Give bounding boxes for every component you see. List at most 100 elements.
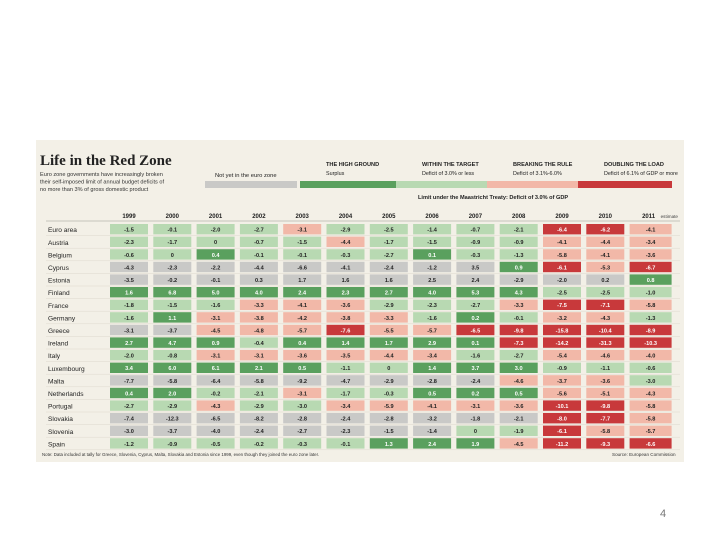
cell-value: -2.5 xyxy=(600,291,610,297)
table-cell xyxy=(239,249,278,260)
cell-value: 1.6 xyxy=(342,278,350,284)
cell-value: -5.1 xyxy=(600,391,610,397)
cell-value: -2.5 xyxy=(557,291,567,297)
table-cell xyxy=(369,274,408,285)
row-label: Estonia xyxy=(48,278,70,285)
row-label: Austria xyxy=(48,240,69,247)
table-cell xyxy=(456,274,495,285)
table-cell xyxy=(413,299,452,310)
table-cell xyxy=(629,375,672,386)
cell-value: -3.5 xyxy=(124,278,134,284)
table-cell xyxy=(413,350,452,361)
column-header: 2001 xyxy=(209,214,223,220)
table-cell xyxy=(543,350,581,361)
cell-value: -2.7 xyxy=(471,303,481,309)
table-cell xyxy=(369,375,408,386)
table-cell xyxy=(196,249,235,260)
table-cell xyxy=(499,324,538,336)
table-cell xyxy=(110,261,148,273)
cell-value: -0.9 xyxy=(514,240,524,246)
cell-value: -2.4 xyxy=(471,379,482,385)
table-cell xyxy=(110,299,148,310)
table-cell xyxy=(456,324,495,336)
row-label: Malta xyxy=(48,378,64,385)
cell-value: 0.8 xyxy=(647,278,655,284)
table-cell xyxy=(283,387,322,399)
cell-value: -3.7 xyxy=(167,328,177,334)
cell-value: 0.1 xyxy=(472,341,480,347)
cell-value: -5.5 xyxy=(384,328,394,334)
cell-value: 0.5 xyxy=(298,366,306,372)
cell-value: -9.3 xyxy=(600,442,610,448)
cell-value: 0.4 xyxy=(212,253,221,259)
cell-value: -3.3 xyxy=(254,303,264,309)
table-cell xyxy=(110,236,148,247)
table-cell xyxy=(456,261,495,273)
table-cell xyxy=(110,350,148,361)
table-cell xyxy=(110,362,148,373)
row-label: Netherlands xyxy=(48,391,84,398)
table-cell xyxy=(629,249,672,260)
table-cell xyxy=(196,224,235,235)
table-cell xyxy=(499,312,538,323)
cell-value: 0 xyxy=(474,429,477,435)
cell-value: -7.5 xyxy=(557,303,567,309)
cell-value: -5.9 xyxy=(384,404,394,410)
cell-value: 1.7 xyxy=(298,278,306,284)
cell-value: -1.6 xyxy=(124,316,134,322)
cell-value: -2.7 xyxy=(254,228,264,234)
cell-value: 0.1 xyxy=(428,253,436,259)
cell-value: -3.6 xyxy=(646,253,656,259)
table-cell xyxy=(283,413,322,424)
cell-value: -1.6 xyxy=(427,316,437,322)
table-cell xyxy=(326,362,365,373)
table-cell xyxy=(629,312,672,323)
cell-value: -4.3 xyxy=(600,316,610,322)
table-cell xyxy=(153,438,192,449)
table-cell xyxy=(543,425,581,436)
cell-value: -4.2 xyxy=(297,316,307,322)
table-cell xyxy=(153,350,192,361)
cell-value: -3.1 xyxy=(211,316,221,322)
table-cell xyxy=(456,400,495,411)
table-cell xyxy=(369,299,408,310)
cell-value: -0.2 xyxy=(211,391,221,397)
table-cell xyxy=(283,274,322,285)
cell-value: -0.6 xyxy=(646,366,656,372)
cell-value: -2.0 xyxy=(211,228,221,234)
cell-value: -12.3 xyxy=(166,417,179,423)
cell-value: -1.6 xyxy=(211,303,221,309)
table-cell xyxy=(110,413,148,424)
cell-value: -1.5 xyxy=(427,240,437,246)
cell-value: -5.8 xyxy=(254,379,264,385)
cell-value: -2.8 xyxy=(384,417,394,423)
column-header: 2011 xyxy=(642,214,656,220)
cell-value: -10.4 xyxy=(599,328,613,334)
table-cell xyxy=(586,312,625,323)
row-label: Belgium xyxy=(48,252,72,259)
table-cell xyxy=(369,400,408,411)
table-cell xyxy=(413,261,452,273)
row-label: Italy xyxy=(48,353,61,360)
cell-value: -1.9 xyxy=(514,429,524,435)
cell-value: 6.1 xyxy=(212,366,220,372)
table-cell xyxy=(629,287,672,298)
legend-swatch xyxy=(396,181,487,188)
table-cell xyxy=(239,236,278,247)
cell-value: -3.1 xyxy=(297,228,307,234)
table-cell xyxy=(629,413,672,424)
cell-value: -2.5 xyxy=(384,228,394,234)
cell-value: 2.4 xyxy=(472,278,481,284)
table-cell xyxy=(326,236,365,247)
cell-value: -3.7 xyxy=(167,429,177,435)
table-cell xyxy=(239,287,278,298)
cell-value: -3.6 xyxy=(297,354,307,360)
cell-value: 4.3 xyxy=(515,291,523,297)
table-cell xyxy=(543,438,581,449)
table-cell xyxy=(283,261,322,273)
cell-value: 1.3 xyxy=(385,442,393,448)
table-cell xyxy=(586,324,625,336)
cell-value: 0.2 xyxy=(472,391,480,397)
table-cell xyxy=(629,324,672,336)
